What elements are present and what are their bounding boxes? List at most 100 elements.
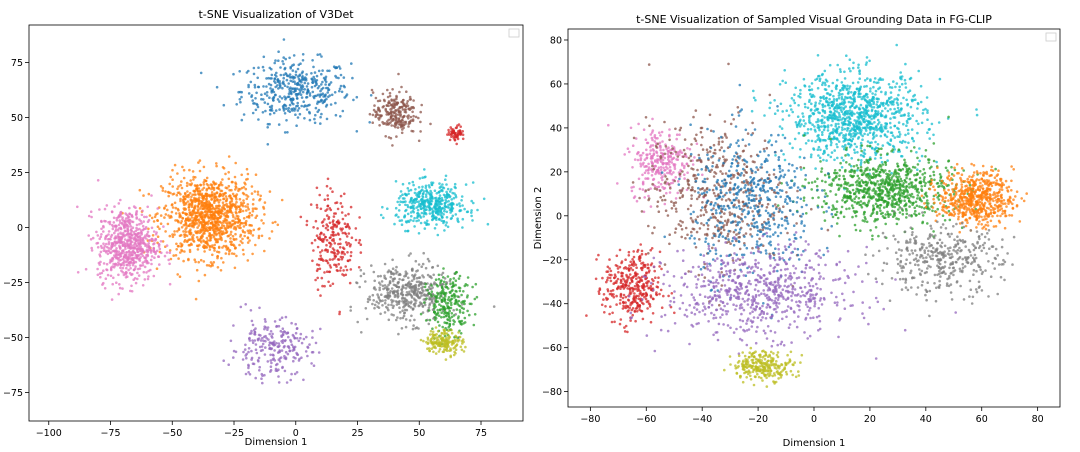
scatter-point: [214, 240, 218, 244]
scatter-point: [436, 291, 439, 295]
scatter-point: [226, 234, 230, 238]
scatter-point: [204, 214, 208, 218]
scatter-point: [122, 263, 126, 267]
scatter-point: [296, 116, 300, 119]
scatter-point: [809, 155, 813, 159]
scatter-point: [404, 209, 407, 213]
scatter-point: [115, 255, 118, 259]
scatter-point: [198, 159, 202, 162]
scatter-point: [413, 318, 416, 322]
scatter-point: [390, 124, 394, 127]
scatter-point: [453, 182, 457, 186]
scatter-point: [312, 75, 316, 79]
scatter-point: [127, 244, 130, 248]
scatter-point: [314, 79, 317, 83]
scatter-point: [254, 243, 257, 247]
scatter-point: [254, 343, 258, 346]
scatter-point: [334, 233, 338, 237]
scatter-point: [409, 115, 413, 119]
scatter-point: [107, 230, 111, 233]
scatter-point: [212, 207, 215, 210]
scatter-point: [229, 339, 233, 343]
scatter-point: [869, 90, 872, 93]
scatter-point: [203, 250, 206, 253]
scatter-point: [397, 273, 401, 277]
scatter-point: [194, 297, 198, 301]
scatter-point: [439, 213, 443, 217]
scatter-point: [121, 270, 124, 274]
scatter-point: [232, 215, 235, 219]
scatter-point: [414, 327, 417, 330]
scatter-point: [287, 92, 291, 95]
scatter-point: [268, 190, 272, 193]
scatter-point: [915, 151, 918, 154]
chart-title: t-SNE Visualization of Sampled Visual Gr…: [636, 13, 992, 26]
scatter-point: [275, 71, 278, 75]
scatter-point: [329, 103, 333, 106]
scatter-point: [274, 220, 277, 224]
scatter-point: [196, 226, 199, 229]
scatter-point: [384, 277, 388, 281]
scatter-point: [417, 219, 421, 222]
scatter-point: [448, 309, 452, 313]
scatter-point: [301, 59, 305, 62]
scatter-point: [271, 221, 275, 225]
scatter-point: [349, 309, 353, 312]
scatter-point: [413, 201, 417, 205]
scatter-point: [378, 286, 382, 290]
scatter-point: [158, 227, 161, 231]
scatter-point: [458, 289, 462, 293]
scatter-point: [273, 359, 277, 362]
scatter-point: [352, 98, 355, 102]
scatter-point: [283, 84, 287, 87]
scatter-point: [424, 319, 428, 322]
scatter-point: [107, 246, 110, 250]
scatter-point: [406, 205, 410, 209]
scatter-point: [907, 132, 910, 135]
scatter-point: [283, 112, 287, 115]
scatter-point: [451, 207, 455, 210]
scatter-point: [414, 115, 418, 119]
scatter-point: [396, 316, 399, 319]
scatter-point: [98, 263, 101, 266]
scatter-point: [410, 296, 414, 299]
scatter-point: [436, 264, 440, 268]
scatter-point: [244, 303, 247, 306]
scatter-point: [181, 217, 184, 220]
scatter-point: [321, 80, 324, 84]
scatter-point: [135, 212, 138, 216]
scatter-point: [889, 126, 892, 129]
scatter-point: [118, 286, 122, 290]
scatter-point: [858, 72, 861, 75]
scatter-point: [763, 114, 766, 117]
scatter-point: [383, 262, 387, 266]
scatter-point: [240, 186, 244, 190]
scatter-point: [400, 131, 404, 135]
scatter-point: [382, 216, 385, 220]
scatter-point: [225, 219, 229, 222]
scatter-point: [417, 327, 420, 330]
scatter-point: [444, 194, 447, 197]
scatter-point: [817, 154, 820, 157]
scatter-point: [270, 109, 274, 112]
scatter-point: [428, 212, 432, 215]
scatter-point: [218, 198, 222, 202]
scatter-point: [238, 243, 241, 247]
scatter-point: [821, 133, 824, 136]
scatter-point: [417, 186, 421, 189]
scatter-point: [463, 207, 466, 211]
scatter-point: [171, 233, 174, 236]
scatter-point: [281, 333, 285, 337]
scatter-point: [119, 210, 123, 214]
scatter-point: [804, 122, 807, 125]
scatter-point: [171, 178, 174, 181]
scatter-point: [337, 262, 341, 266]
scatter-point: [263, 249, 266, 253]
scatter-point: [266, 360, 270, 363]
scatter-point: [310, 85, 314, 89]
scatter-point: [247, 92, 251, 95]
scatter-point: [441, 216, 444, 219]
scatter-point: [889, 108, 892, 111]
scatter-point: [298, 112, 302, 116]
scatter-point: [831, 81, 835, 85]
